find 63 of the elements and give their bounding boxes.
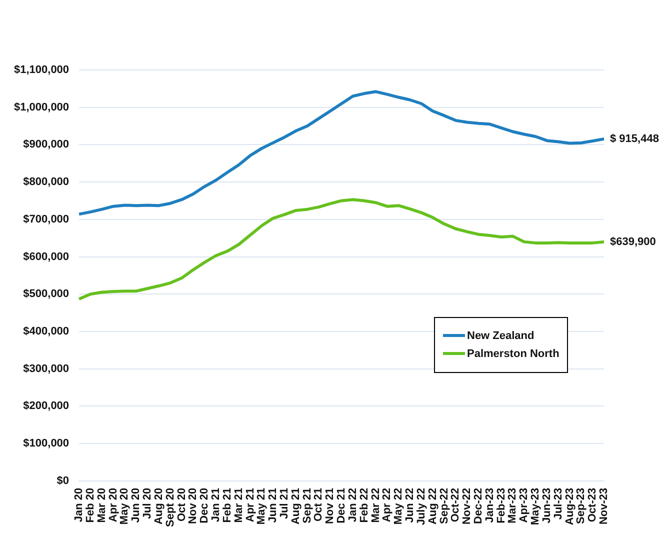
x-tick-label: Nov-22 xyxy=(461,488,474,525)
x-tick-label: Mar 22 xyxy=(370,488,382,523)
annotation: $639,900 xyxy=(610,236,656,248)
x-tick-label: Feb 21 xyxy=(221,488,234,523)
x-tick-label: Jul 20 xyxy=(142,488,154,520)
x-tick-label: Jun 21 xyxy=(267,488,280,523)
x-tick-label: Oct 20 xyxy=(176,488,188,522)
x-tick-label: Oct 21 xyxy=(312,488,325,522)
x-tick-label: Jul-23 xyxy=(552,488,564,520)
x-tick-label: Aug 20 xyxy=(152,488,165,525)
x-tick-label: Apr 21 xyxy=(244,488,256,522)
x-tick-label: Nov 21 xyxy=(324,488,336,524)
y-tick-label: $400,000 xyxy=(23,325,70,338)
x-tick-label: Jun-23 xyxy=(540,488,553,524)
x-tick-label: Jun 20 xyxy=(130,488,142,523)
y-tick-label: $300,000 xyxy=(23,362,70,375)
x-tick-label: Jan-23 xyxy=(484,488,496,523)
x-tick-label: Mar 21 xyxy=(232,488,245,523)
x-tick-label: Aug 21 xyxy=(290,488,302,525)
x-tick-label: July 22 xyxy=(415,488,428,526)
x-tick-label: May 21 xyxy=(256,488,268,525)
x-tick-label: Aug 22 xyxy=(426,488,439,525)
annotation: $ 915,448 xyxy=(610,132,659,145)
x-tick-label: Feb-23 xyxy=(495,488,508,524)
x-tick-label: Jan 22 xyxy=(346,488,359,522)
x-tick-label: Oct-23 xyxy=(586,488,599,522)
x-tick-label: Dec 20 xyxy=(198,488,211,524)
legend-label: New Zealand xyxy=(467,330,534,342)
x-tick-label: Sep-23 xyxy=(575,488,588,524)
legend-label: Palmerston North xyxy=(467,348,560,360)
x-tick-label: Nov-23 xyxy=(598,488,610,525)
x-tick-label: Jan 20 xyxy=(73,488,86,522)
x-tick-label: Apr 20 xyxy=(107,488,120,522)
y-tick-label: $0 xyxy=(56,474,70,487)
x-tick-label: Jan 21 xyxy=(210,488,222,522)
y-tick-label: $1,100,000 xyxy=(14,64,70,76)
y-tick-label: $200,000 xyxy=(23,400,70,412)
x-tick-label: Nov 20 xyxy=(187,488,200,524)
x-tick-label: Apr-23 xyxy=(518,488,530,523)
x-tick-label: May 20 xyxy=(118,488,131,525)
y-tick-label: $100,000 xyxy=(23,438,70,450)
x-tick-label: Sep-22 xyxy=(438,488,450,524)
y-tick-label: $800,000 xyxy=(23,176,70,188)
x-tick-label: Mar-23 xyxy=(506,488,519,524)
x-tick-label: Oct-22 xyxy=(450,488,462,522)
x-tick-label: Aug-23 xyxy=(564,488,576,526)
x-tick-label: Jun 22 xyxy=(404,488,416,523)
y-tick-label: $900,000 xyxy=(23,138,70,151)
x-tick-label: Sept 20 xyxy=(164,488,176,528)
x-tick-label: Apr 22 xyxy=(381,488,394,522)
x-tick-label: Feb 22 xyxy=(358,488,370,523)
y-tick-label: $600,000 xyxy=(23,250,70,263)
x-tick-label: Dec 21 xyxy=(336,488,348,524)
y-tick-label: $500,000 xyxy=(23,288,70,300)
x-tick-label: May 22 xyxy=(392,488,405,525)
y-tick-label: $1,000,000 xyxy=(14,101,70,114)
x-tick-label: May-23 xyxy=(530,488,542,526)
y-tick-label: $700,000 xyxy=(23,213,70,226)
x-tick-label: Jul 21 xyxy=(278,488,290,520)
x-tick-label: Mar 20 xyxy=(96,488,108,523)
x-tick-label: Dec-22 xyxy=(472,488,484,524)
x-tick-label: Sep 21 xyxy=(301,488,314,524)
x-tick-label: Feb 20 xyxy=(84,488,96,523)
